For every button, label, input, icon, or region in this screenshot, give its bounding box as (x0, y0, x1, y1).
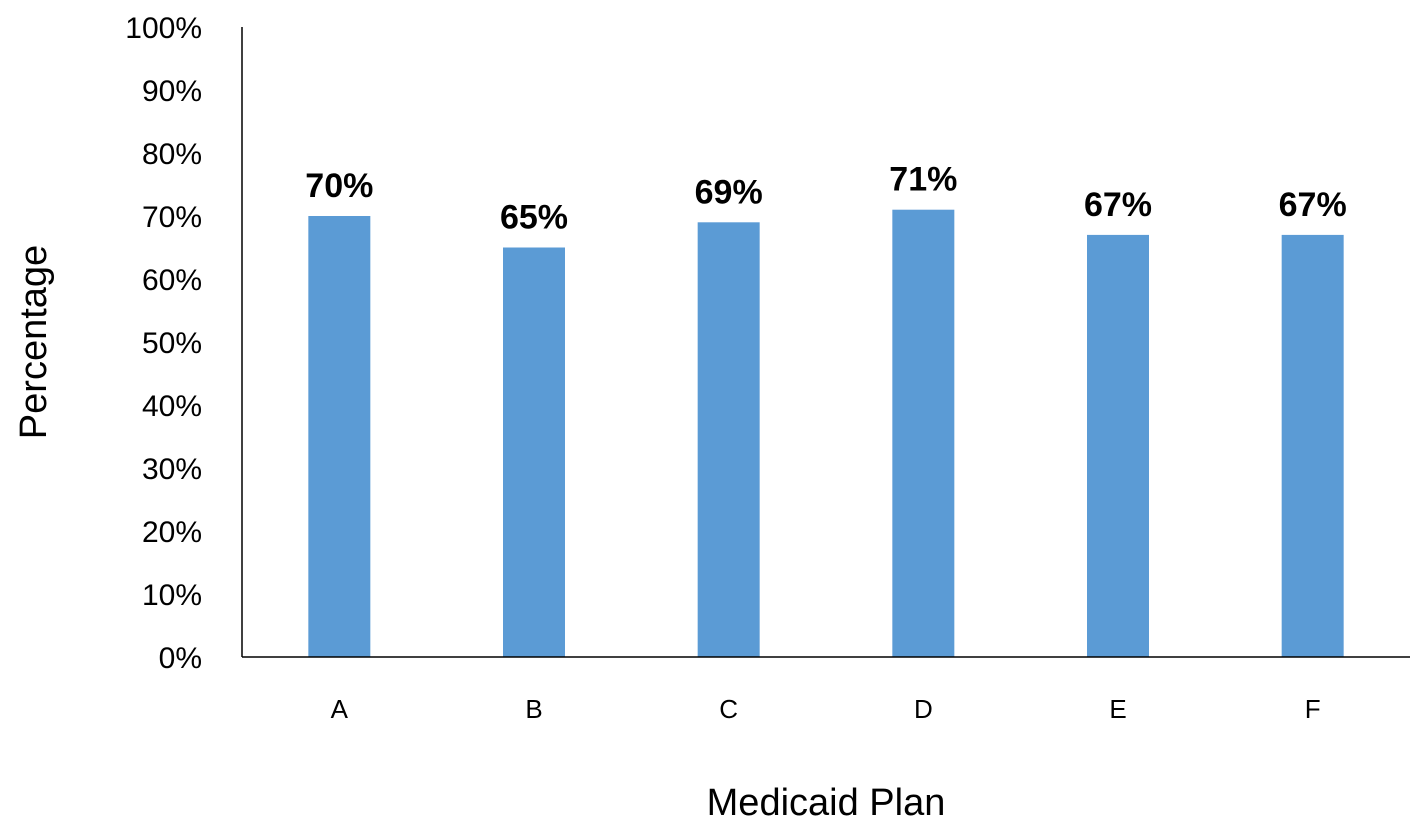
y-tick-label: 70% (142, 201, 202, 234)
bar-c (697, 222, 760, 658)
data-label: 71% (889, 161, 957, 199)
y-axis-tick-labels: 0% 10% 20% 30% 40% 50% 60% 70% 80% 90% 100% (125, 12, 202, 675)
bar-b (503, 247, 565, 657)
bar-a (308, 216, 371, 657)
data-label: 67% (1279, 186, 1347, 224)
y-tick-label: 60% (142, 264, 202, 297)
data-label: 65% (500, 199, 568, 237)
y-tick-label: 90% (142, 75, 202, 108)
data-labels: 70% 65% 69% 71% 67% 67% (305, 161, 1346, 237)
y-tick-label: 40% (142, 390, 202, 423)
x-tick-label: B (525, 694, 542, 724)
x-tick-label: C (719, 694, 738, 724)
y-tick-label: 10% (142, 579, 202, 612)
y-axis-title: Percentage (13, 245, 55, 439)
x-axis-tick-labels: A B C D E F (331, 694, 1321, 724)
bar-d (892, 209, 955, 657)
bar-e (1087, 234, 1149, 657)
bar-f (1281, 234, 1344, 657)
x-tick-label: E (1109, 694, 1126, 724)
x-tick-label: A (331, 694, 349, 724)
y-tick-label: 30% (142, 453, 202, 486)
x-tick-label: F (1305, 694, 1321, 724)
y-tick-label: 50% (142, 327, 202, 360)
x-axis-title: Medicaid Plan (707, 782, 946, 820)
bars (308, 209, 1344, 658)
y-tick-label: 20% (142, 516, 202, 549)
x-tick-label: D (914, 694, 933, 724)
y-tick-label: 0% (159, 642, 202, 675)
y-tick-label: 100% (125, 12, 202, 45)
data-label: 69% (695, 173, 763, 211)
y-tick-label: 80% (142, 138, 202, 171)
data-label: 70% (305, 167, 373, 205)
data-label: 67% (1084, 186, 1152, 224)
